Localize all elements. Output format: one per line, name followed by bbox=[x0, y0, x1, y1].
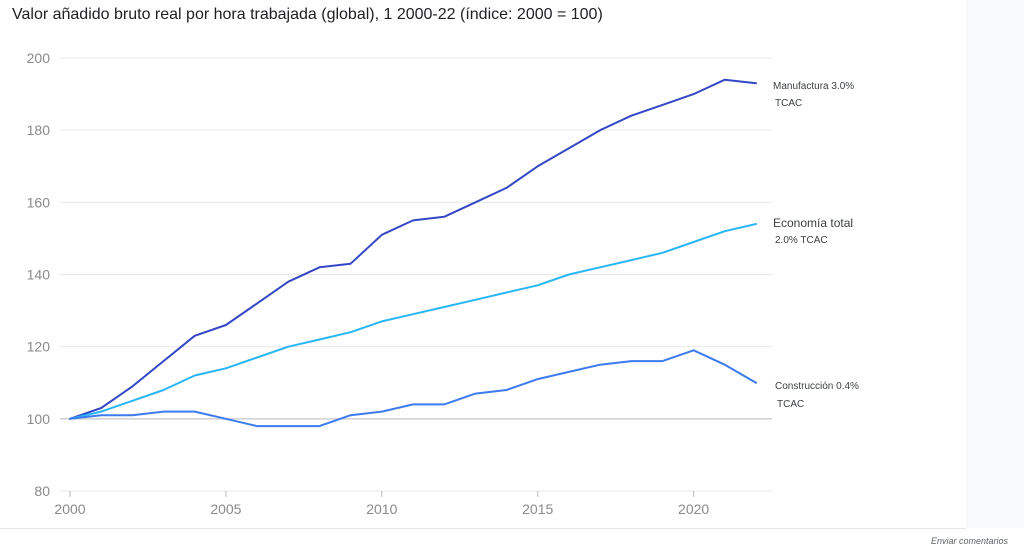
y-tick-label: 80 bbox=[34, 483, 50, 499]
series-label-economia: Economía total bbox=[773, 216, 853, 230]
x-tick-label: 2010 bbox=[366, 501, 397, 517]
series-label-manufactura: Manufactura 3.0% bbox=[773, 81, 854, 92]
y-tick-label: 180 bbox=[27, 122, 51, 138]
y-tick-label: 160 bbox=[27, 194, 51, 210]
side-panel bbox=[966, 0, 1024, 528]
x-axis-ticks: 2000 2005 2010 2015 2020 bbox=[54, 491, 709, 517]
gridlines bbox=[60, 57, 772, 492]
series-labels: Manufactura 3.0% TCAC Economía total 2.0% T… bbox=[773, 81, 859, 410]
series-label-economia-line2: 2.0% TCAC bbox=[775, 235, 828, 246]
series-lines bbox=[69, 78, 757, 428]
series-label-construccion: Construcción 0.4% bbox=[775, 381, 859, 392]
chart-card: Valor añadido bruto real por hora trabaj… bbox=[0, 6, 966, 529]
y-axis-ticks: 200 180 160 140 120 100 80 bbox=[27, 50, 51, 499]
series-label-construccion-line2: TCAC bbox=[777, 399, 804, 410]
series-line-construccion bbox=[69, 349, 757, 428]
y-tick-label: 100 bbox=[27, 411, 51, 427]
chart-title: Valor añadido bruto real por hora trabaj… bbox=[12, 6, 603, 23]
y-tick-label: 120 bbox=[27, 339, 51, 355]
x-tick-label: 2000 bbox=[54, 501, 85, 517]
series-label-manufactura-line2: TCAC bbox=[775, 98, 802, 109]
series-line-economia bbox=[69, 223, 757, 420]
y-tick-label: 140 bbox=[27, 267, 51, 283]
x-tick-label: 2020 bbox=[678, 501, 709, 517]
x-tick-label: 2005 bbox=[210, 501, 241, 517]
y-tick-label: 200 bbox=[27, 50, 51, 66]
feedback-link[interactable]: Enviar comentarios bbox=[930, 536, 1008, 546]
line-chart: 200 180 160 140 120 100 80 2000 2005 2010 2015 202… bbox=[27, 50, 859, 517]
series-line-manufactura bbox=[69, 78, 757, 420]
x-tick-label: 2015 bbox=[522, 501, 553, 517]
